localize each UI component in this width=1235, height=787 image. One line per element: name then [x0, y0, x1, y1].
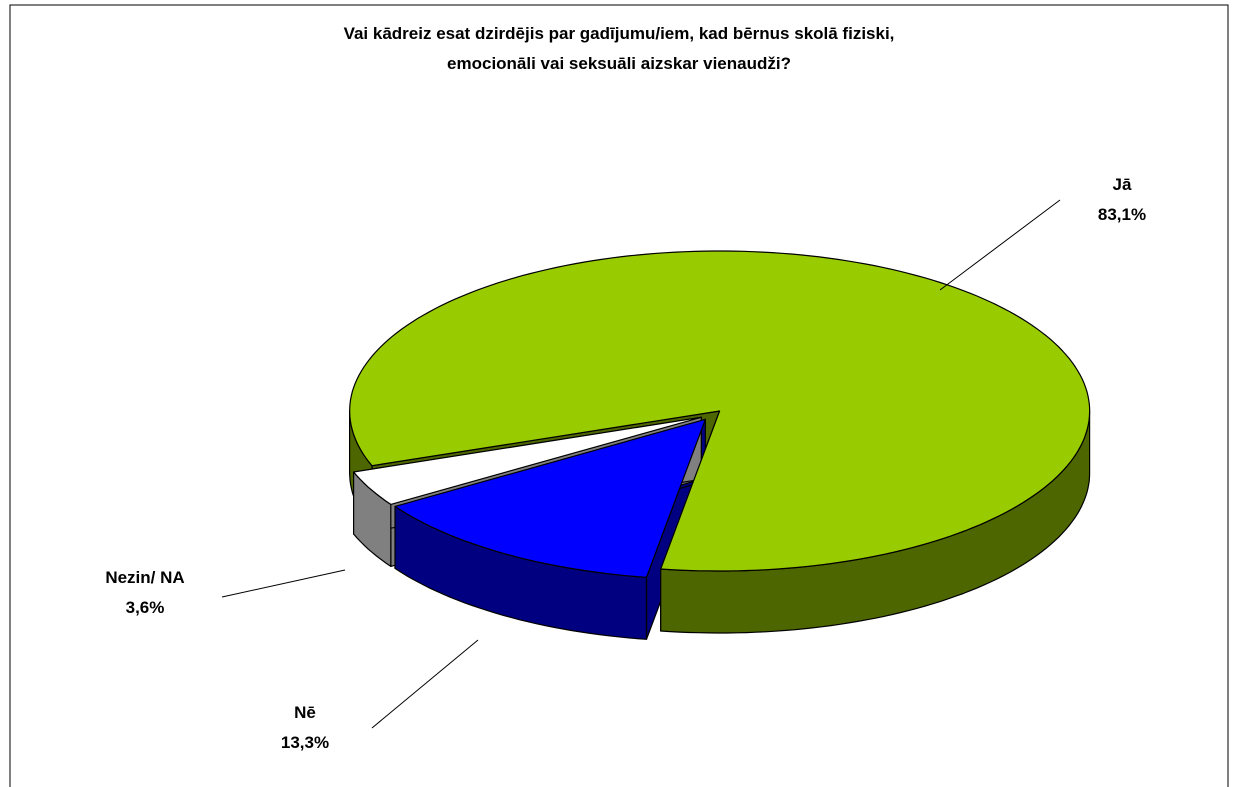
chart-title: emocionāli vai seksuāli aizskar vienaudž… — [447, 54, 791, 73]
slice-label: Nezin/ NA — [105, 568, 184, 587]
slice — [349, 250, 1091, 572]
leader-line — [221, 569, 346, 598]
value-label: 83,1% — [1098, 205, 1146, 224]
value-label: 3,6% — [126, 598, 165, 617]
leader-line — [939, 199, 1061, 291]
slice — [353, 416, 702, 505]
leader-line — [371, 639, 479, 729]
slice — [394, 418, 706, 578]
chart-title: Vai kādreiz esat dzirdējis par gadījumu/… — [344, 24, 895, 43]
slice-label: Nē — [294, 703, 316, 722]
slice-label: Jā — [1113, 175, 1132, 194]
value-label: 13,3% — [281, 733, 329, 752]
